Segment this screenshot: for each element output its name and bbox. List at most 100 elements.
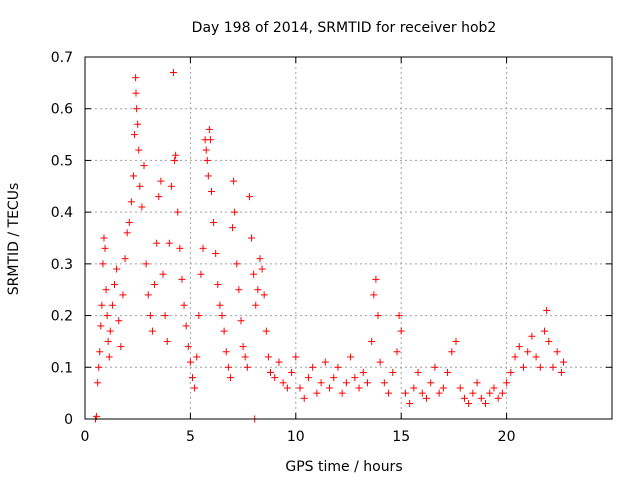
data-point (372, 275, 380, 283)
data-point (163, 337, 171, 345)
y-tick-label: 0.6 (51, 102, 73, 118)
data-point (300, 394, 308, 402)
data-point (170, 69, 178, 77)
data-point (543, 306, 551, 314)
data-point (503, 379, 511, 387)
data-point (439, 384, 447, 392)
y-tick-label: 0.5 (51, 153, 73, 169)
data-point (99, 260, 107, 268)
data-point (376, 358, 384, 366)
data-point (283, 384, 291, 392)
data-point (414, 368, 422, 376)
data-point (418, 389, 426, 397)
data-point (317, 379, 325, 387)
data-point (406, 399, 414, 407)
data-point (224, 363, 232, 371)
data-point (146, 312, 154, 320)
data-point (355, 384, 363, 392)
data-point (260, 291, 268, 299)
data-point (292, 353, 300, 361)
y-tick-label: 0.7 (51, 50, 73, 66)
data-point (460, 394, 468, 402)
data-point (206, 136, 214, 144)
data-point (233, 260, 241, 268)
data-point (256, 255, 264, 263)
data-point (98, 301, 106, 309)
data-point (94, 379, 102, 387)
x-tick-label: 0 (81, 429, 90, 445)
data-point (151, 281, 159, 289)
data-point (347, 353, 355, 361)
data-point (214, 281, 222, 289)
data-point (431, 363, 439, 371)
x-tick-label: 20 (498, 429, 516, 445)
data-point (186, 358, 194, 366)
data-point (330, 374, 338, 382)
data-point (304, 374, 312, 382)
data-point (157, 177, 165, 185)
y-tick-label: 0.1 (51, 360, 73, 376)
data-point (96, 348, 104, 356)
data-point (132, 89, 140, 97)
data-point (241, 353, 249, 361)
x-axis-label: GPS time / hours (285, 459, 402, 475)
data-point (161, 312, 169, 320)
data-point (178, 275, 186, 283)
data-point (401, 389, 409, 397)
data-point (189, 374, 197, 382)
data-point (351, 374, 359, 382)
data-point (231, 208, 239, 216)
data-point (254, 286, 262, 294)
data-point (210, 218, 218, 226)
data-point (444, 368, 452, 376)
data-point (119, 291, 127, 299)
data-point (473, 379, 481, 387)
data-point (136, 182, 144, 190)
data-point (393, 348, 401, 356)
data-point (456, 384, 464, 392)
data-point (171, 156, 179, 164)
data-point (117, 343, 125, 351)
data-point (545, 337, 553, 345)
data-point (309, 363, 317, 371)
data-point (134, 120, 142, 128)
data-point (557, 368, 565, 376)
data-point (220, 327, 228, 335)
data-point (125, 218, 133, 226)
data-point (133, 105, 141, 113)
data-point (326, 384, 334, 392)
data-point (165, 239, 173, 247)
data-point (334, 363, 342, 371)
data-point (123, 229, 131, 237)
data-point (102, 286, 110, 294)
data-point (135, 146, 143, 154)
data-point (465, 399, 473, 407)
data-point (184, 343, 192, 351)
data-point (180, 301, 188, 309)
data-point (536, 363, 544, 371)
data-point (452, 337, 460, 345)
data-point (138, 203, 146, 211)
data-point (477, 394, 485, 402)
data-point (129, 172, 137, 180)
data-point (216, 301, 224, 309)
data-point (267, 368, 275, 376)
data-point (193, 353, 201, 361)
data-point (115, 317, 123, 325)
data-point (410, 384, 418, 392)
data-point (121, 255, 129, 263)
data-point (111, 281, 119, 289)
data-point (359, 368, 367, 376)
data-point (235, 286, 243, 294)
x-tick-label: 15 (392, 429, 410, 445)
data-point (245, 193, 253, 201)
data-point (422, 394, 430, 402)
data-point (191, 384, 199, 392)
data-point (182, 322, 190, 330)
data-point (204, 172, 212, 180)
data-point (195, 312, 203, 320)
data-point (482, 399, 490, 407)
data-point (100, 234, 108, 242)
data-point (515, 343, 523, 351)
data-point (279, 379, 287, 387)
